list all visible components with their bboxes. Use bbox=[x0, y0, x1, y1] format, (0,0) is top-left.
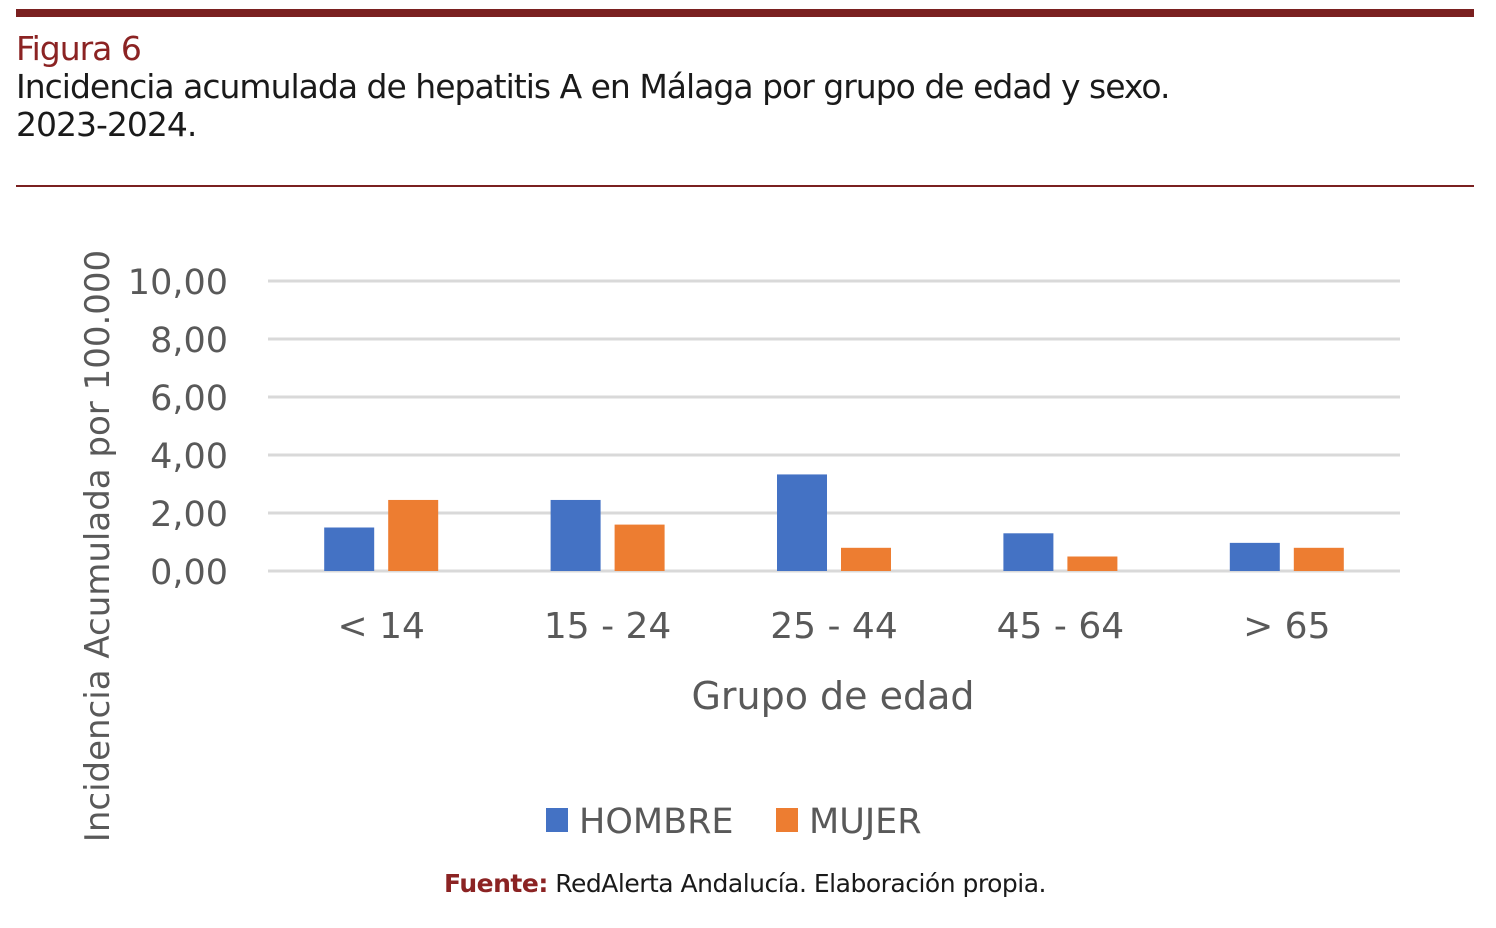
bar-mujer bbox=[841, 547, 891, 571]
y-tick-label: 0,00 bbox=[150, 553, 228, 593]
legend-swatch-mujer bbox=[776, 808, 798, 832]
bar-hombre bbox=[324, 527, 375, 571]
bar-mujer bbox=[1067, 556, 1118, 571]
x-axis-label: Grupo de edad bbox=[691, 674, 974, 718]
x-tick-label: 25 - 44 bbox=[770, 606, 898, 647]
bars bbox=[324, 474, 1344, 571]
figure-title: Incidencia acumulada de hepatitis A en M… bbox=[16, 68, 1216, 144]
figure-title-line-2: 2023-2024. bbox=[16, 105, 197, 144]
title-rule bbox=[16, 185, 1474, 187]
legend-label-mujer: MUJER bbox=[809, 802, 922, 842]
source-text: RedAlerta Andalucía. Elaboración propia. bbox=[555, 869, 1046, 898]
bar-mujer bbox=[614, 524, 665, 571]
bar-hombre bbox=[550, 499, 601, 571]
bar-mujer bbox=[388, 499, 439, 571]
source-note: Fuente: RedAlerta Andalucía. Elaboración… bbox=[0, 869, 1490, 898]
top-rule bbox=[16, 9, 1474, 17]
bar-hombre bbox=[1003, 533, 1054, 571]
y-tick-label: 10,00 bbox=[128, 263, 228, 303]
x-tick-label: > 65 bbox=[1243, 606, 1330, 647]
x-axis-ticks: < 14 15 - 24 25 - 44 45 - 64 > 65 bbox=[337, 606, 1330, 647]
y-tick-label: 4,00 bbox=[150, 437, 228, 477]
legend-label-hombre: HOMBRE bbox=[579, 802, 734, 842]
bar-hombre bbox=[777, 474, 827, 571]
x-tick-label: 15 - 24 bbox=[544, 606, 672, 647]
gridlines bbox=[268, 279, 1400, 573]
x-tick-label: < 14 bbox=[337, 606, 424, 647]
source-label: Fuente: bbox=[444, 869, 548, 898]
bar-mujer bbox=[1293, 547, 1344, 571]
figure-label: Figura 6 bbox=[16, 29, 142, 68]
figure-title-line-1: Incidencia acumulada de hepatitis A en M… bbox=[16, 67, 1171, 106]
bar-hombre bbox=[1229, 542, 1280, 571]
y-tick-label: 8,00 bbox=[150, 321, 228, 361]
y-axis-ticks: 0,00 2,00 4,00 6,00 8,00 10,00 bbox=[128, 263, 228, 593]
y-tick-label: 2,00 bbox=[150, 495, 228, 535]
legend-swatch-hombre bbox=[546, 808, 568, 832]
x-tick-label: 45 - 64 bbox=[997, 606, 1125, 647]
y-axis-label: Incidencia Acumulada por 100.000 bbox=[78, 250, 118, 842]
y-tick-label: 6,00 bbox=[150, 379, 228, 419]
legend: HOMBRE MUJER bbox=[546, 802, 922, 842]
